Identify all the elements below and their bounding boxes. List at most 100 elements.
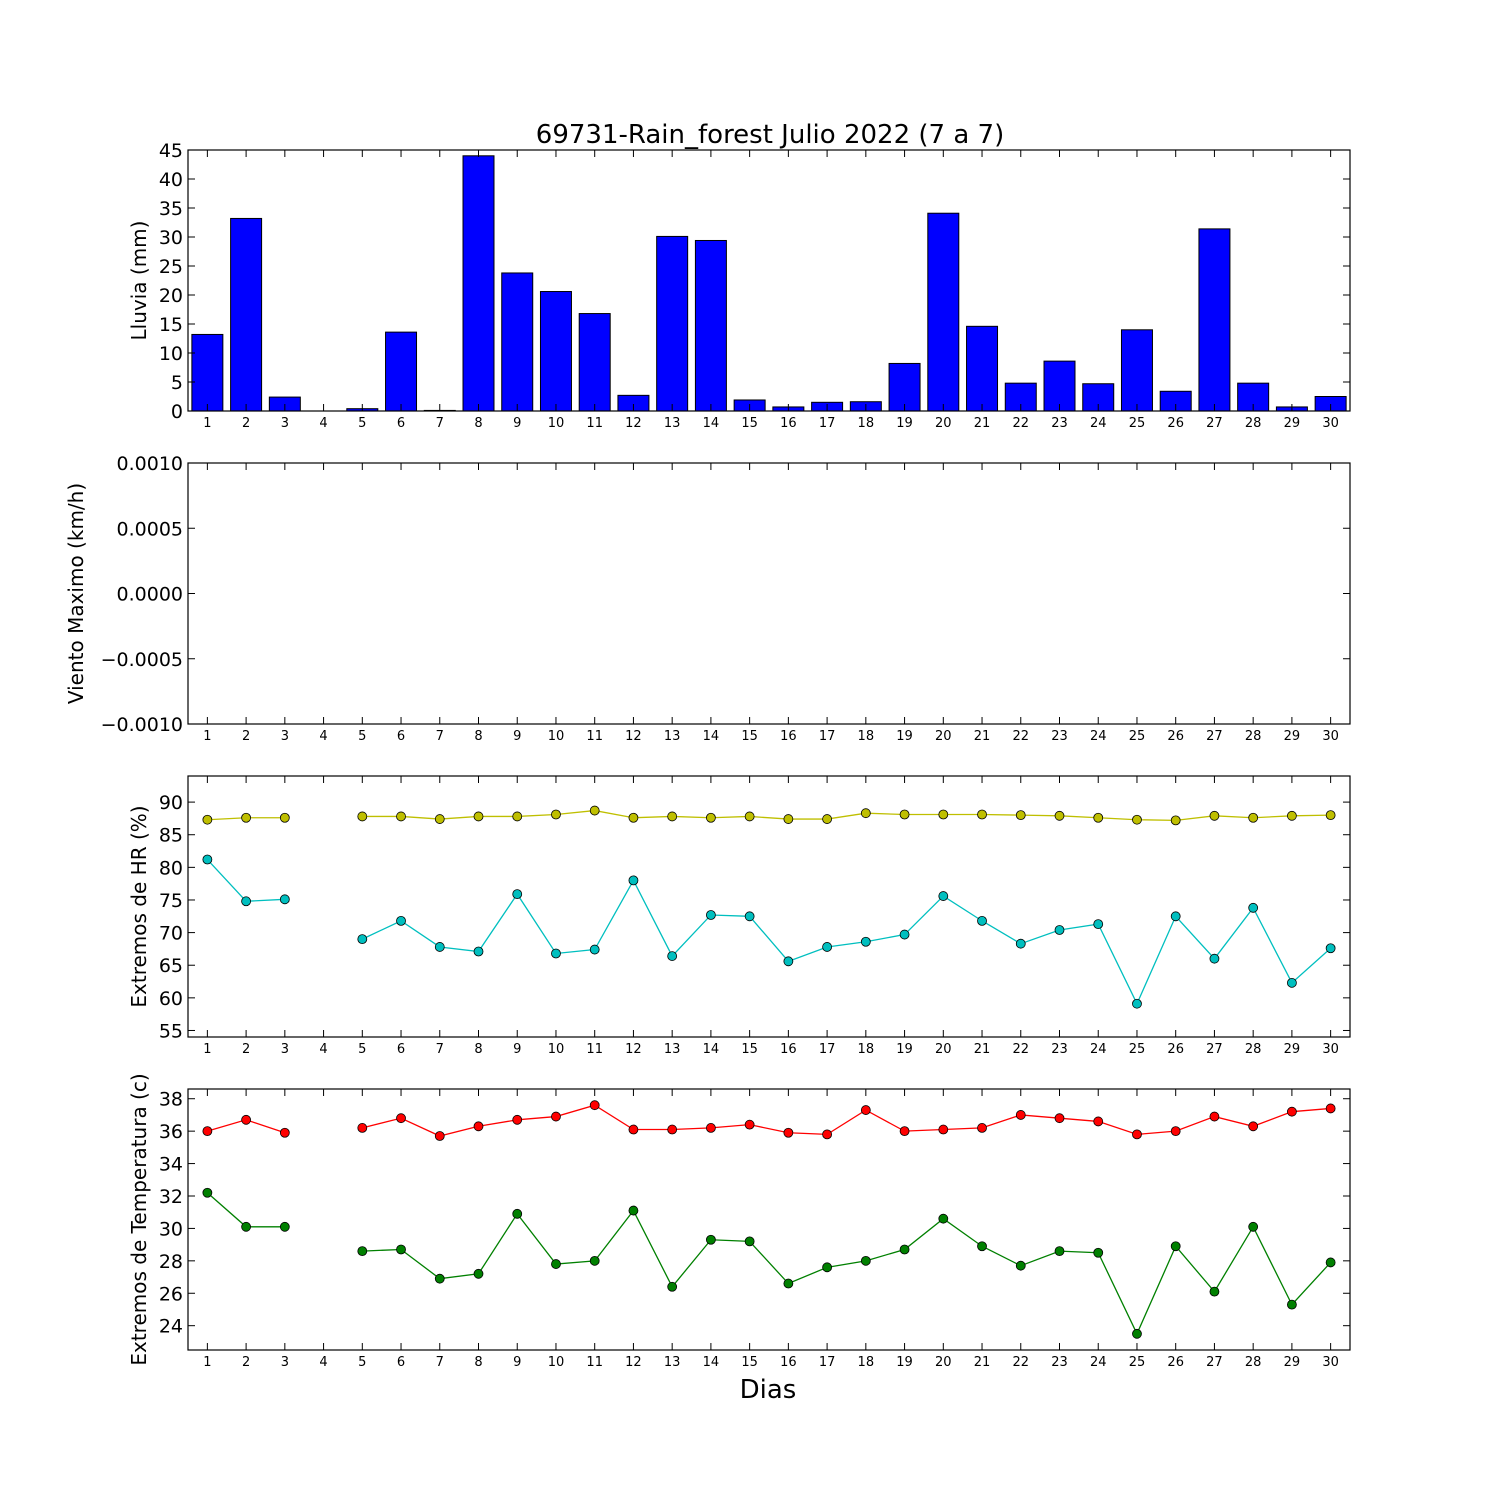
x-tick-label: 6 bbox=[397, 729, 405, 744]
x-tick-label: 28 bbox=[1245, 729, 1262, 744]
series-1-point-day-28 bbox=[1248, 1221, 1259, 1232]
series-1-point-day-11 bbox=[589, 1255, 600, 1266]
x-tick-label: 14 bbox=[703, 729, 720, 744]
x-tick-label: 12 bbox=[625, 1355, 642, 1370]
series-0-point-day-16 bbox=[783, 1127, 794, 1138]
series-0-point-day-29 bbox=[1287, 810, 1297, 821]
series-1-point-day-19 bbox=[899, 1244, 910, 1255]
x-tick-label: 24 bbox=[1090, 729, 1107, 744]
x-tick-label: 17 bbox=[819, 416, 836, 431]
series-0-point-day-18 bbox=[860, 1105, 871, 1115]
y-tick-label: 25 bbox=[159, 256, 183, 278]
series-1-point-day-26 bbox=[1170, 911, 1181, 922]
x-tick-label: 24 bbox=[1090, 1042, 1107, 1057]
x-tick-label: 28 bbox=[1245, 1042, 1262, 1057]
series-1-point-day-2 bbox=[241, 896, 252, 907]
x-tick-label: 14 bbox=[703, 1355, 720, 1370]
series-0-point-day-19 bbox=[899, 1126, 910, 1137]
series-0-point-day-24 bbox=[1093, 812, 1104, 823]
x-tick-label: 28 bbox=[1245, 1355, 1262, 1370]
y-tick-label: 0.0000 bbox=[117, 584, 183, 606]
series-1-point-day-20 bbox=[938, 891, 949, 901]
x-tick-label: 4 bbox=[319, 1355, 327, 1370]
x-tick-label: 10 bbox=[548, 416, 565, 431]
series-1-point-day-26 bbox=[1170, 1241, 1181, 1252]
series-1-point-day-23 bbox=[1054, 925, 1065, 935]
series-0-point-day-29 bbox=[1287, 1106, 1297, 1117]
x-tick-label: 26 bbox=[1167, 416, 1184, 431]
x-tick-label: 27 bbox=[1206, 416, 1223, 431]
x-tick-label: 19 bbox=[896, 729, 913, 744]
y-tick-label: −0.0005 bbox=[101, 649, 183, 671]
series-0-point-day-10 bbox=[551, 1111, 561, 1122]
x-tick-label: 6 bbox=[397, 1355, 405, 1370]
series-0-point-day-21 bbox=[977, 809, 987, 820]
x-tick-label: 21 bbox=[974, 1042, 991, 1057]
y-axis-label: Extremos de HR (%) bbox=[127, 805, 151, 1007]
series-0-point-day-30 bbox=[1325, 1103, 1336, 1114]
x-axis-label: Dias bbox=[740, 1375, 797, 1405]
series-1-point-day-14 bbox=[706, 1234, 716, 1245]
x-tick-label: 6 bbox=[397, 416, 405, 431]
series-1-point-day-7 bbox=[434, 1273, 445, 1284]
bar-day-8 bbox=[462, 155, 495, 412]
x-tick-label: 7 bbox=[436, 1355, 444, 1370]
x-tick-label: 30 bbox=[1322, 729, 1339, 744]
series-1-point-day-12 bbox=[628, 1205, 639, 1216]
x-tick-label: 8 bbox=[474, 1355, 482, 1370]
x-tick-label: 27 bbox=[1206, 729, 1223, 744]
series-0-point-day-15 bbox=[744, 811, 755, 822]
x-tick-label: 23 bbox=[1051, 1355, 1068, 1370]
series-0-point-day-11 bbox=[589, 1100, 600, 1111]
series-0-point-day-9 bbox=[512, 811, 523, 822]
x-tick-label: 30 bbox=[1322, 416, 1339, 431]
y-tick-label: 10 bbox=[159, 343, 183, 365]
x-tick-label: 5 bbox=[358, 416, 366, 431]
y-tick-label: 28 bbox=[159, 1251, 183, 1273]
series-0-point-day-14 bbox=[706, 1123, 716, 1133]
series-1-point-day-10 bbox=[551, 1259, 561, 1269]
series-0-point-day-26 bbox=[1170, 1126, 1181, 1137]
x-tick-label: 22 bbox=[1012, 1042, 1029, 1057]
x-tick-label: 19 bbox=[896, 1355, 913, 1370]
x-tick-label: 11 bbox=[586, 1042, 603, 1057]
series-1-point-day-27 bbox=[1209, 953, 1220, 964]
bar-day-6 bbox=[385, 331, 418, 412]
series-0-point-day-2 bbox=[241, 1114, 252, 1125]
series-1-line-0 bbox=[206, 1192, 285, 1228]
series-1-point-day-17 bbox=[822, 942, 832, 952]
series-1-point-day-25 bbox=[1132, 1328, 1142, 1339]
x-tick-label: 15 bbox=[741, 1042, 758, 1057]
series-0-point-day-7 bbox=[434, 1131, 445, 1141]
x-tick-label: 3 bbox=[281, 729, 289, 744]
y-tick-label: 90 bbox=[159, 792, 183, 814]
x-tick-label: 26 bbox=[1167, 729, 1184, 744]
y-tick-label: 32 bbox=[159, 1186, 183, 1208]
series-0-point-day-16 bbox=[783, 814, 794, 824]
series-1-point-day-15 bbox=[744, 911, 755, 922]
x-tick-label: 22 bbox=[1012, 416, 1029, 431]
series-1-point-day-2 bbox=[241, 1221, 252, 1232]
x-tick-label: 20 bbox=[935, 1042, 952, 1057]
bar-day-21 bbox=[966, 325, 999, 412]
x-tick-label: 8 bbox=[474, 416, 482, 431]
y-tick-label: 24 bbox=[159, 1316, 183, 1338]
series-1-point-day-5 bbox=[357, 1246, 368, 1257]
series-1-point-day-11 bbox=[589, 944, 600, 955]
x-tick-label: 23 bbox=[1051, 729, 1068, 744]
series-1-point-day-30 bbox=[1325, 1257, 1336, 1268]
x-tick-label: 20 bbox=[935, 729, 952, 744]
series-1-point-day-18 bbox=[860, 1255, 871, 1266]
series-0-point-day-23 bbox=[1054, 810, 1065, 821]
series-0-point-day-6 bbox=[396, 811, 406, 822]
x-tick-label: 5 bbox=[358, 1042, 366, 1057]
series-1-point-day-16 bbox=[783, 956, 794, 967]
series-0-point-day-8 bbox=[473, 811, 484, 822]
x-tick-label: 9 bbox=[513, 729, 521, 744]
y-axis-label: Extremos de Temperatura (c) bbox=[127, 1073, 151, 1365]
series-0-point-day-15 bbox=[744, 1119, 755, 1130]
x-tick-label: 25 bbox=[1129, 1355, 1146, 1370]
x-tick-label: 17 bbox=[819, 1355, 836, 1370]
series-1-point-day-30 bbox=[1325, 943, 1336, 954]
